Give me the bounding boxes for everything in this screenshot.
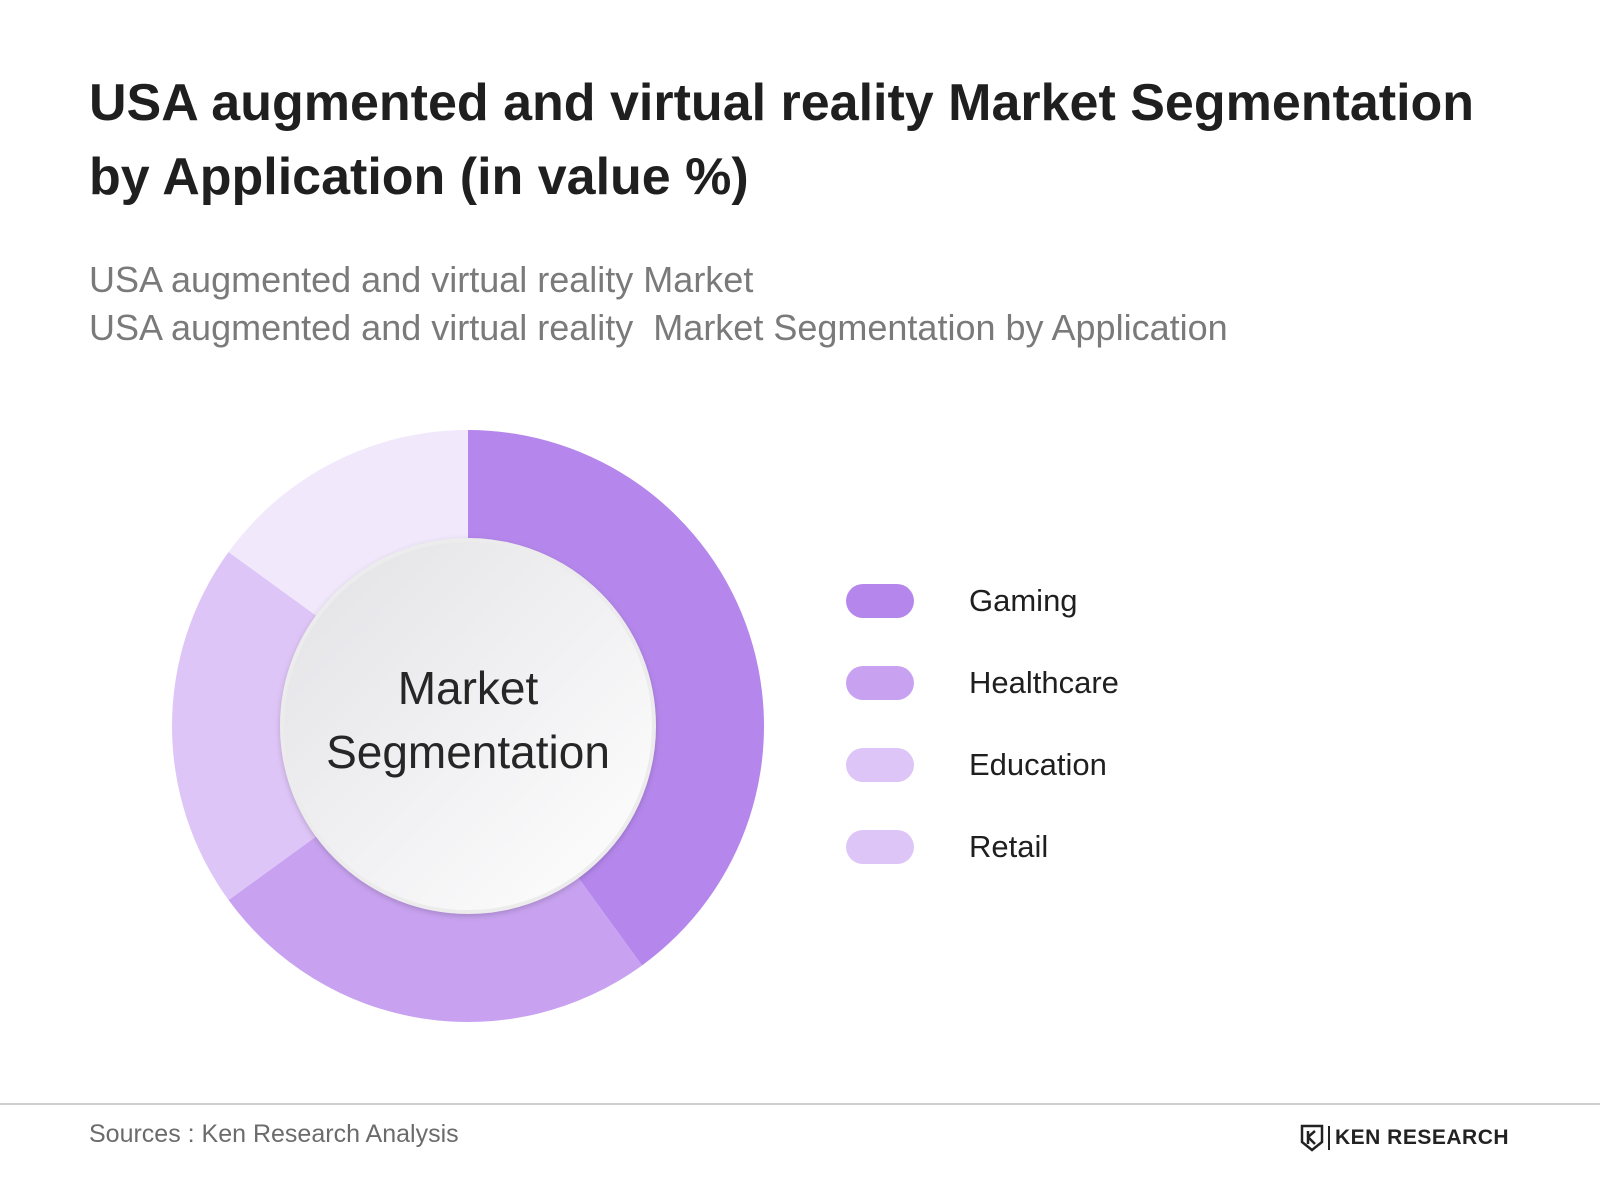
footer-divider [0,1103,1600,1105]
donut-slice-retail [228,430,468,617]
legend-label: Gaming [969,583,1078,618]
legend-item-retail: Retail [846,806,1119,888]
donut-center-label: Market Segmentation [298,656,638,784]
legend-swatch [846,584,914,618]
logo-separator [1328,1126,1330,1150]
chart-legend: Gaming Healthcare Education Retail [846,560,1119,888]
legend-swatch [846,748,914,782]
donut-slice-education [172,552,318,900]
ken-research-logo: KEN RESEARCH [1300,1124,1509,1152]
logo-text: KEN RESEARCH [1335,1126,1510,1149]
center-label-line: Segmentation [326,726,610,778]
legend-item-gaming: Gaming [846,560,1119,642]
ken-research-logo-icon [1300,1124,1324,1152]
donut-slices [172,430,765,1023]
source-note: Sources : Ken Research Analysis [89,1120,459,1148]
legend-label: Retail [969,829,1049,864]
legend-item-education: Education [846,724,1119,806]
donut-center-disc [280,538,656,914]
donut-slice-healthcare [228,835,642,1023]
subtitle-line: USA augmented and virtual reality Market [89,259,754,300]
legend-swatch [846,666,914,700]
legend-item-healthcare: Healthcare [846,642,1119,724]
center-label-line: Market [397,662,539,714]
legend-swatch [846,830,914,864]
subtitle-line: USA augmented and virtual reality Market… [89,307,1228,348]
chart-title: USA augmented and virtual reality Market… [89,74,1475,206]
legend-label: Education [969,747,1107,782]
chart-subtitle: USA augmented and virtual reality Market… [89,256,1509,352]
legend-label: Healthcare [969,665,1119,700]
donut-slice-gaming [468,430,765,966]
